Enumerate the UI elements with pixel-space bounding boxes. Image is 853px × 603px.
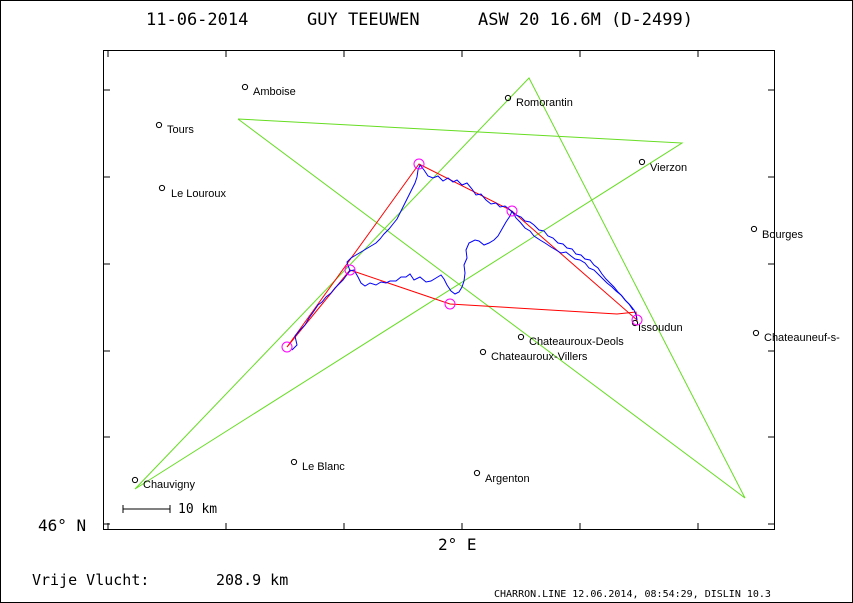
city-markers <box>131 83 760 484</box>
scale-label: 10 km <box>178 502 217 517</box>
city-label-romorantin: Romorantin <box>516 97 573 109</box>
city-label-le-blanc: Le Blanc <box>302 461 345 473</box>
turnpoint-3 <box>631 314 643 326</box>
green-lines <box>134 77 746 499</box>
turnpoint-5 <box>344 264 356 276</box>
bottom-ticks <box>107 523 699 530</box>
latitude-label: 46° N <box>38 516 86 535</box>
city-dot-amboise <box>241 83 249 91</box>
city-dot-le-blanc <box>290 458 298 466</box>
city-label-chateauneuf: Chateauneuf-s- <box>764 332 840 344</box>
distance-value: 208.9 km <box>216 571 288 589</box>
city-label-chateauroux-villers: Chateauroux-Villers <box>491 351 588 363</box>
city-label-issoudun: Issoudun <box>638 322 683 334</box>
scale-bar <box>122 505 171 513</box>
city-dot-tours <box>155 121 163 129</box>
city-label-chateauroux-deols: Chateauroux-Deols <box>529 336 624 348</box>
turnpoint-4 <box>444 298 456 310</box>
top-ticks <box>107 50 699 57</box>
city-label-tours: Tours <box>167 124 194 136</box>
city-label-le-louroux: Le Louroux <box>171 188 227 200</box>
title-date: 11-06-2014 <box>146 10 248 30</box>
title-glider: ASW 20 16.6M (D-2499) <box>478 10 693 30</box>
task-route <box>286 163 638 348</box>
distance-label: Vrije Vlucht: <box>32 571 149 589</box>
right-ticks <box>768 89 775 525</box>
city-label-bourges: Bourges <box>762 229 803 241</box>
city-labels: Amboise Romorantin Tours Vierzon Le Lour… <box>143 86 840 491</box>
longitude-label: 2° E <box>438 535 477 554</box>
turnpoint-start <box>281 341 293 353</box>
city-dot-romorantin <box>504 94 512 102</box>
city-dot-chateauneuf <box>752 329 760 337</box>
city-label-chauvigny: Chauvigny <box>143 479 195 491</box>
city-dot-le-louroux <box>158 184 166 192</box>
flight-track <box>291 164 638 351</box>
city-dot-chateauroux-deols <box>517 333 525 341</box>
city-label-argenton: Argenton <box>485 473 530 485</box>
title-pilot: GUY TEEUWEN <box>307 10 420 30</box>
city-dot-chauvigny <box>131 476 139 484</box>
city-dot-argenton <box>473 469 481 477</box>
city-label-vierzon: Vierzon <box>650 162 687 174</box>
city-dot-vierzon <box>638 158 646 166</box>
file-info: CHARRON.LINE 12.06.2014, 08:54:29, DISLI… <box>494 589 771 600</box>
left-ticks <box>103 89 110 525</box>
map-frame <box>103 50 775 530</box>
city-dot-chateauroux-villers <box>479 348 487 356</box>
turnpoint-2 <box>506 205 518 217</box>
turnpoints <box>281 158 643 353</box>
turnpoint-1 <box>413 158 425 170</box>
city-label-amboise: Amboise <box>253 86 296 98</box>
city-dot-bourges <box>750 225 758 233</box>
